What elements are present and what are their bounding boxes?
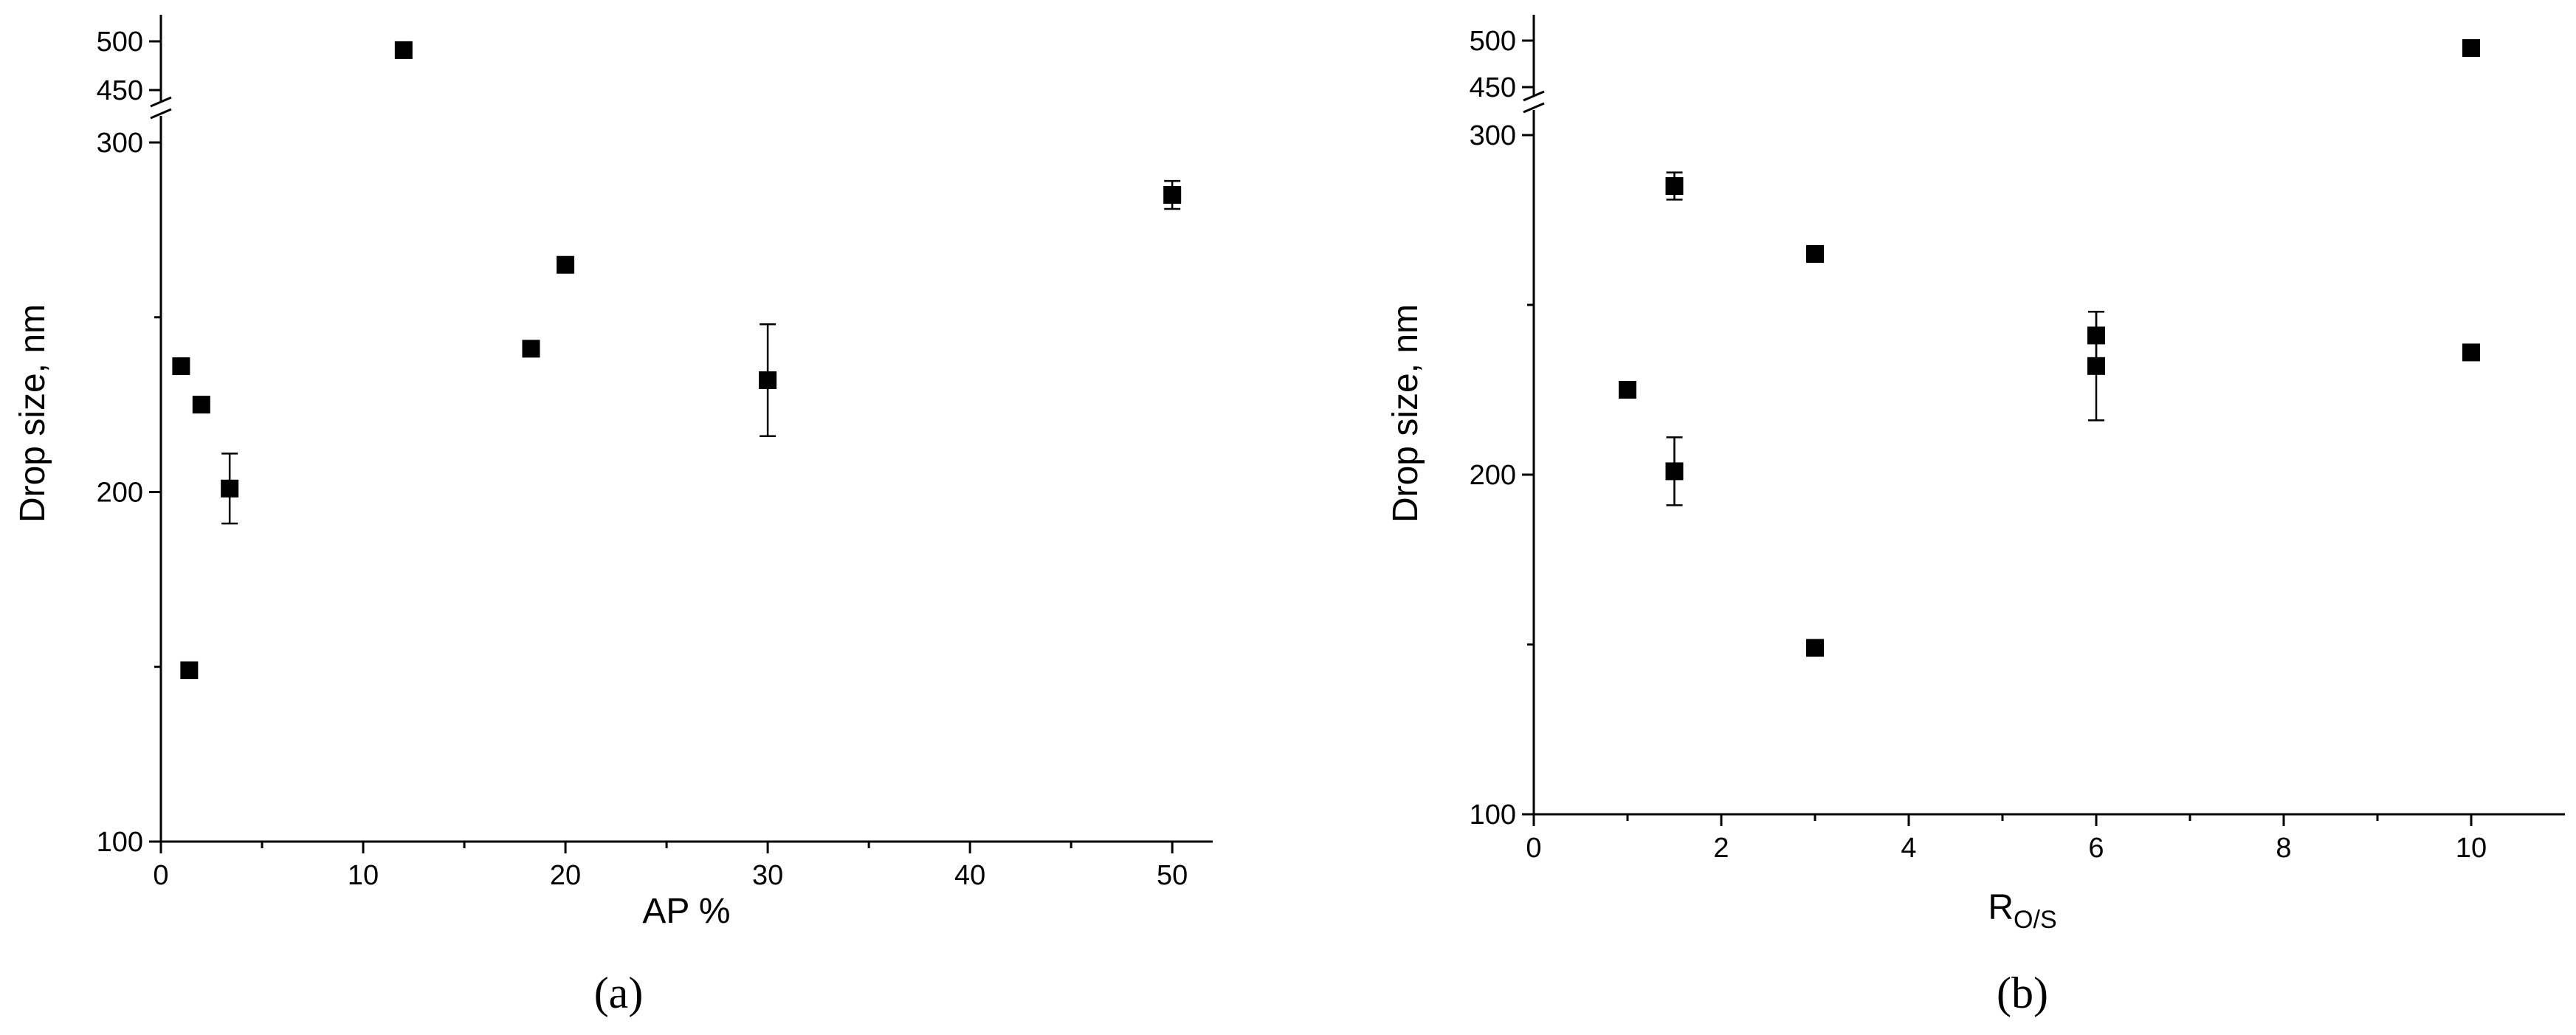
axis-break-mark-b xyxy=(1523,90,1545,102)
data-point-b xyxy=(2462,343,2480,362)
x-tick-label-b: 2 xyxy=(1713,833,1729,864)
y-tick-label-a: 300 xyxy=(97,128,143,159)
x-tick-label-a: 10 xyxy=(348,860,379,891)
panel-label-b: (b) xyxy=(1997,969,2048,1017)
data-point-b xyxy=(2462,39,2480,58)
data-point-a xyxy=(172,357,190,376)
y-tick-label-b: 100 xyxy=(1470,800,1516,831)
x-tick-label-b: 0 xyxy=(1526,833,1541,864)
data-point-b xyxy=(2087,357,2105,375)
y-tick-label-upper-b: 500 xyxy=(1470,26,1516,57)
data-point-a xyxy=(221,479,239,498)
data-point-b xyxy=(1619,381,1636,399)
x-tick-label-b: 10 xyxy=(2456,833,2487,864)
x-tick-label-b: 4 xyxy=(1901,833,1916,864)
panel-b: Drop size, nm RO/S (b) 0 2 4 6 8 10 100 200 300 4… xyxy=(1386,15,2565,1017)
x-axis-title-main-a: AP % xyxy=(642,892,730,931)
x-tick-label-a: 40 xyxy=(954,860,985,891)
axis-break-mark-a xyxy=(150,96,172,108)
y-axis-title-a: Drop size, nm xyxy=(13,304,52,523)
data-point-b xyxy=(1806,245,1824,263)
x-axis-title-a: AP % xyxy=(642,892,730,931)
x-tick-label-a: 0 xyxy=(153,860,168,891)
y-tick-label-upper-b: 450 xyxy=(1470,72,1516,103)
axis-break-mark-b xyxy=(1523,102,1545,114)
x-tick-label-a: 20 xyxy=(550,860,581,891)
x-axis-title-sub-b: O/S xyxy=(2014,906,2057,934)
y-tick-label-a: 200 xyxy=(97,478,143,509)
x-tick-label-a: 50 xyxy=(1157,860,1188,891)
x-axis-title-b: RO/S xyxy=(1988,888,2056,934)
data-point-a xyxy=(759,371,777,389)
data-point-a xyxy=(394,41,413,59)
y-tick-label-upper-a: 500 xyxy=(97,27,143,58)
panel-a: Drop size, nm AP % (a) 0 10 20 30 40 50 100 200… xyxy=(13,15,1213,1017)
x-tick-label-a: 30 xyxy=(752,860,783,891)
data-point-a xyxy=(1163,186,1182,204)
axis-break-mark-a xyxy=(150,108,172,120)
x-tick-label-b: 6 xyxy=(2088,833,2104,864)
data-point-b xyxy=(1806,639,1824,657)
y-axis-title-b: Drop size, nm xyxy=(1386,304,1425,523)
y-tick-label-b: 200 xyxy=(1470,460,1516,491)
y-tick-label-upper-a: 450 xyxy=(97,75,143,106)
data-point-b xyxy=(1665,177,1684,195)
x-axis-title-main-b: R xyxy=(1988,888,2014,927)
data-point-a xyxy=(180,661,199,679)
data-point-a xyxy=(192,396,210,414)
x-tick-label-b: 8 xyxy=(2276,833,2291,864)
y-tick-label-b: 300 xyxy=(1470,120,1516,151)
y-tick-label-a: 100 xyxy=(97,827,143,858)
data-point-a xyxy=(557,255,575,274)
panel-label-a: (a) xyxy=(594,969,644,1017)
data-point-b xyxy=(1665,462,1684,481)
data-point-a xyxy=(522,340,540,358)
